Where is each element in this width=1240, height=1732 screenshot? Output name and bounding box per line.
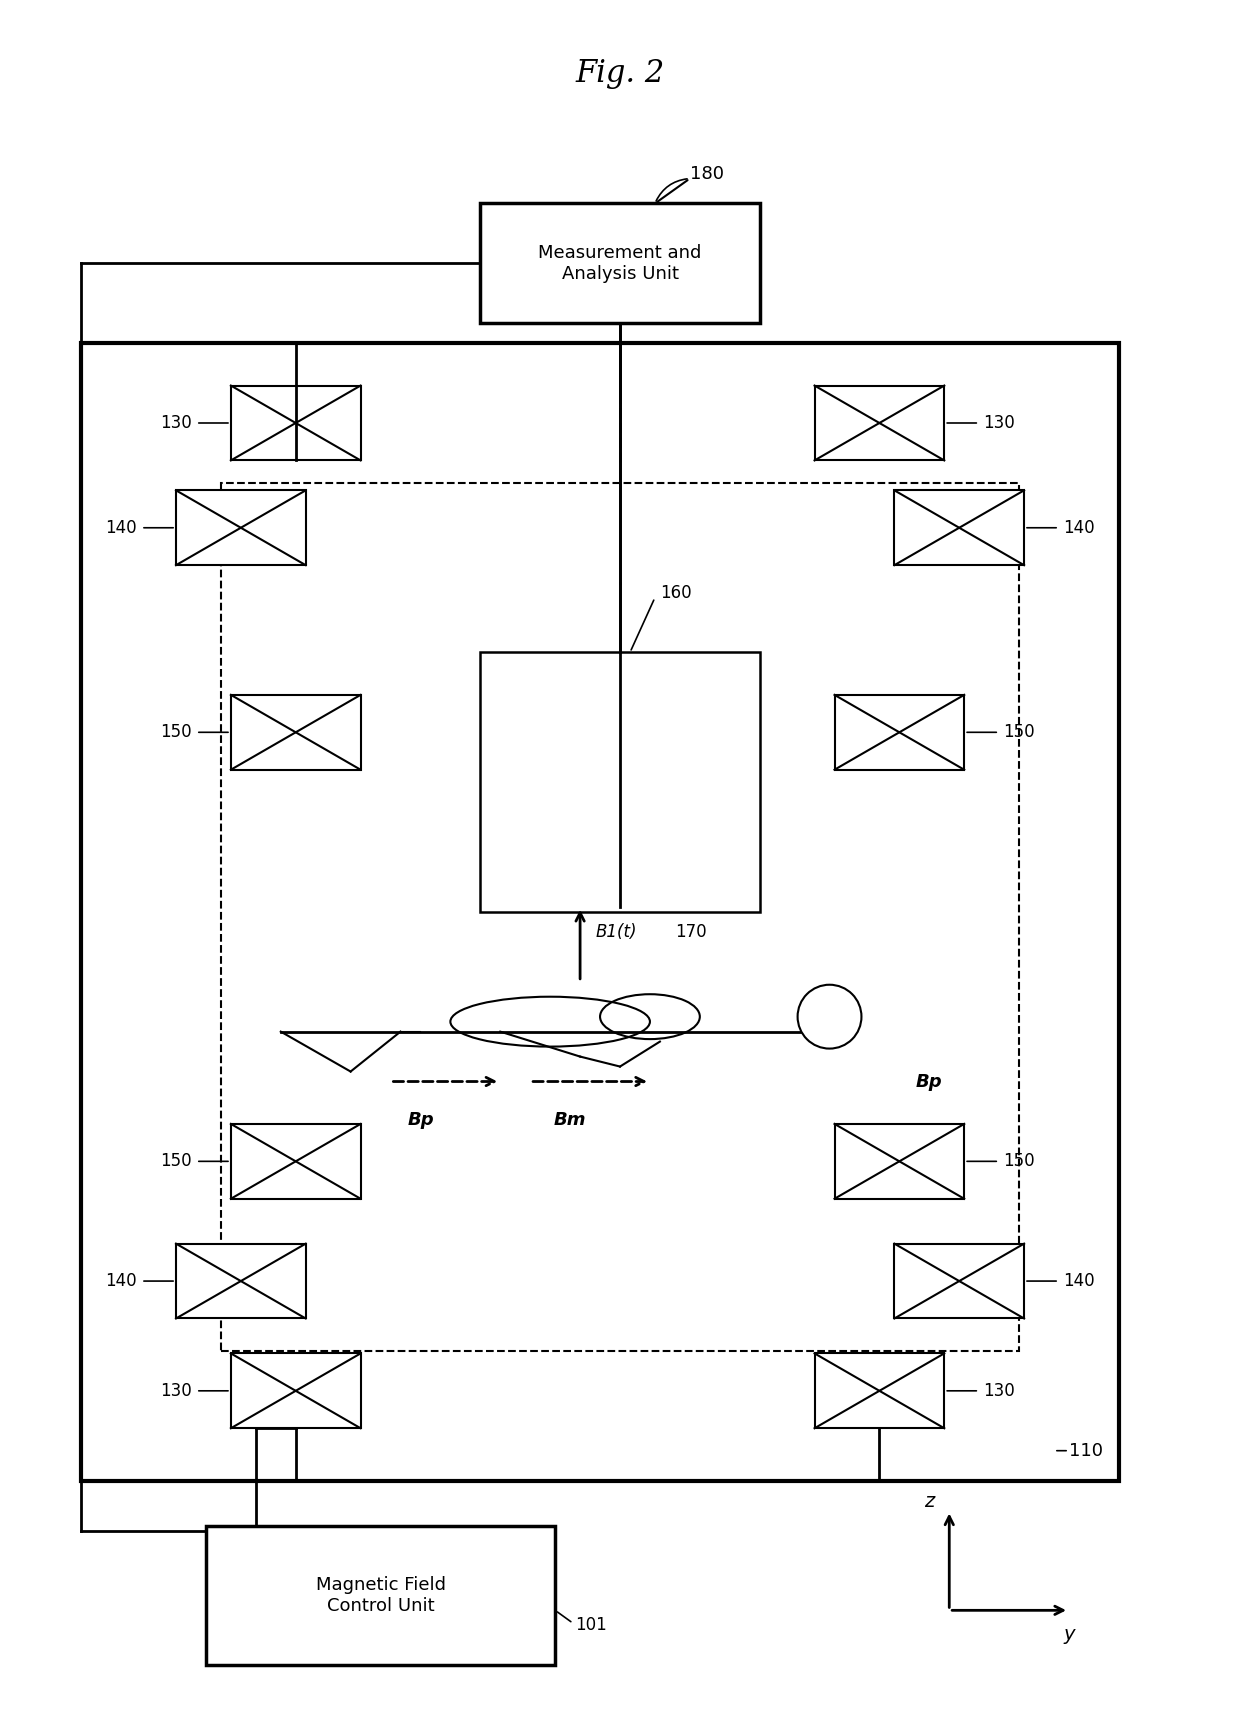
Text: 150: 150 bbox=[160, 1152, 192, 1171]
FancyBboxPatch shape bbox=[231, 1353, 361, 1429]
FancyBboxPatch shape bbox=[231, 386, 361, 461]
FancyBboxPatch shape bbox=[231, 695, 361, 769]
FancyBboxPatch shape bbox=[81, 343, 1118, 1481]
FancyBboxPatch shape bbox=[815, 1353, 945, 1429]
Text: 180: 180 bbox=[689, 165, 724, 182]
Text: 150: 150 bbox=[160, 724, 192, 741]
FancyBboxPatch shape bbox=[480, 203, 760, 324]
Text: Fig. 2: Fig. 2 bbox=[575, 59, 665, 90]
Text: 170: 170 bbox=[675, 923, 707, 940]
Text: Measurement and
Analysis Unit: Measurement and Analysis Unit bbox=[538, 244, 702, 282]
FancyBboxPatch shape bbox=[894, 490, 1024, 565]
Text: 160: 160 bbox=[660, 584, 692, 601]
Text: 130: 130 bbox=[160, 414, 192, 431]
Text: Magnetic Field
Control Unit: Magnetic Field Control Unit bbox=[315, 1576, 445, 1614]
Text: Bp: Bp bbox=[916, 1072, 942, 1091]
Text: 140: 140 bbox=[105, 520, 136, 537]
FancyBboxPatch shape bbox=[815, 386, 945, 461]
FancyBboxPatch shape bbox=[176, 490, 306, 565]
Text: 150: 150 bbox=[1003, 1152, 1035, 1171]
Text: y: y bbox=[1063, 1625, 1075, 1644]
FancyBboxPatch shape bbox=[894, 1244, 1024, 1318]
Text: 140: 140 bbox=[105, 1271, 136, 1290]
Text: 130: 130 bbox=[983, 1382, 1016, 1399]
Text: z: z bbox=[924, 1491, 935, 1510]
FancyBboxPatch shape bbox=[835, 695, 965, 769]
Text: 110: 110 bbox=[1069, 1441, 1104, 1460]
FancyBboxPatch shape bbox=[176, 1244, 306, 1318]
Text: 130: 130 bbox=[160, 1382, 192, 1399]
FancyBboxPatch shape bbox=[480, 653, 760, 911]
Text: 150: 150 bbox=[1003, 724, 1035, 741]
Text: B1(t): B1(t) bbox=[595, 923, 636, 940]
Text: 130: 130 bbox=[983, 414, 1016, 431]
FancyBboxPatch shape bbox=[206, 1526, 556, 1664]
FancyBboxPatch shape bbox=[835, 1124, 965, 1199]
Text: Bm: Bm bbox=[554, 1112, 587, 1129]
Text: 101: 101 bbox=[575, 1616, 606, 1635]
Text: 140: 140 bbox=[1063, 520, 1095, 537]
Text: 140: 140 bbox=[1063, 1271, 1095, 1290]
FancyBboxPatch shape bbox=[231, 1124, 361, 1199]
Text: Bp: Bp bbox=[407, 1112, 434, 1129]
